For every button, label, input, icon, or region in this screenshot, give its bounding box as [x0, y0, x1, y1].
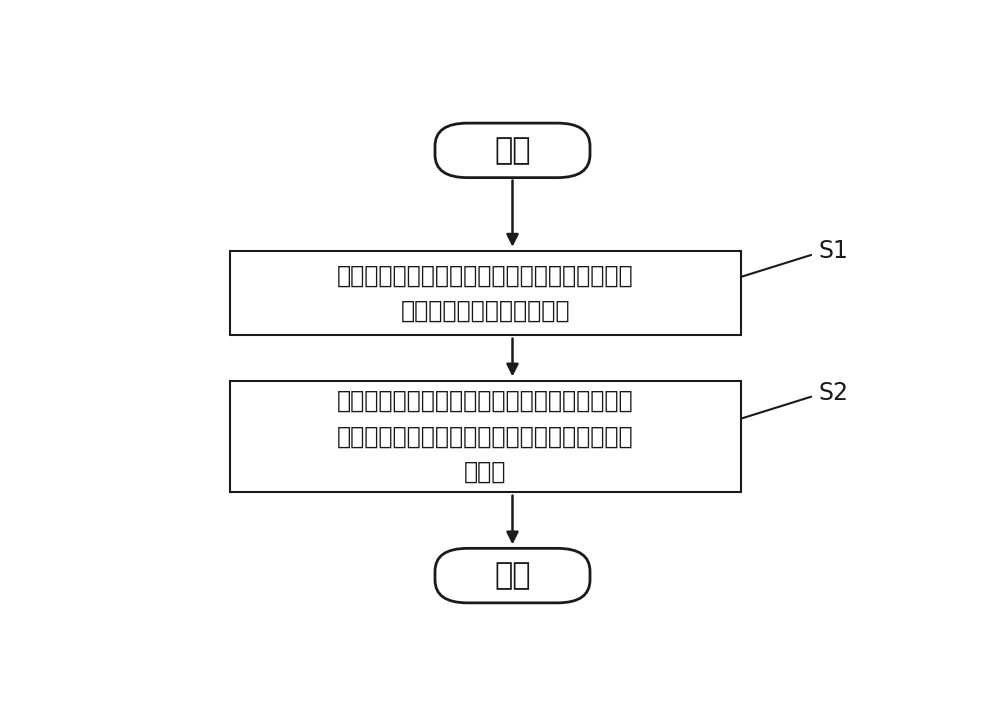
FancyBboxPatch shape	[230, 381, 741, 493]
Text: 结束: 结束	[494, 561, 531, 590]
Text: 基于所述评价结果对道路分配方案不断优化，得
到最优道路分配方案并根据其对行车道进行精细
化设置: 基于所述评价结果对道路分配方案不断优化，得 到最优道路分配方案并根据其对行车道进…	[337, 389, 634, 484]
Text: 根据目标扩建区域的区域交通基本数据构建基于
分支定界法的双层规划模型: 根据目标扩建区域的区域交通基本数据构建基于 分支定界法的双层规划模型	[337, 263, 634, 323]
FancyBboxPatch shape	[435, 123, 590, 178]
FancyBboxPatch shape	[230, 251, 741, 336]
Text: 开始: 开始	[494, 136, 531, 165]
Text: S2: S2	[819, 381, 849, 405]
Text: S1: S1	[819, 239, 848, 263]
FancyBboxPatch shape	[435, 548, 590, 603]
